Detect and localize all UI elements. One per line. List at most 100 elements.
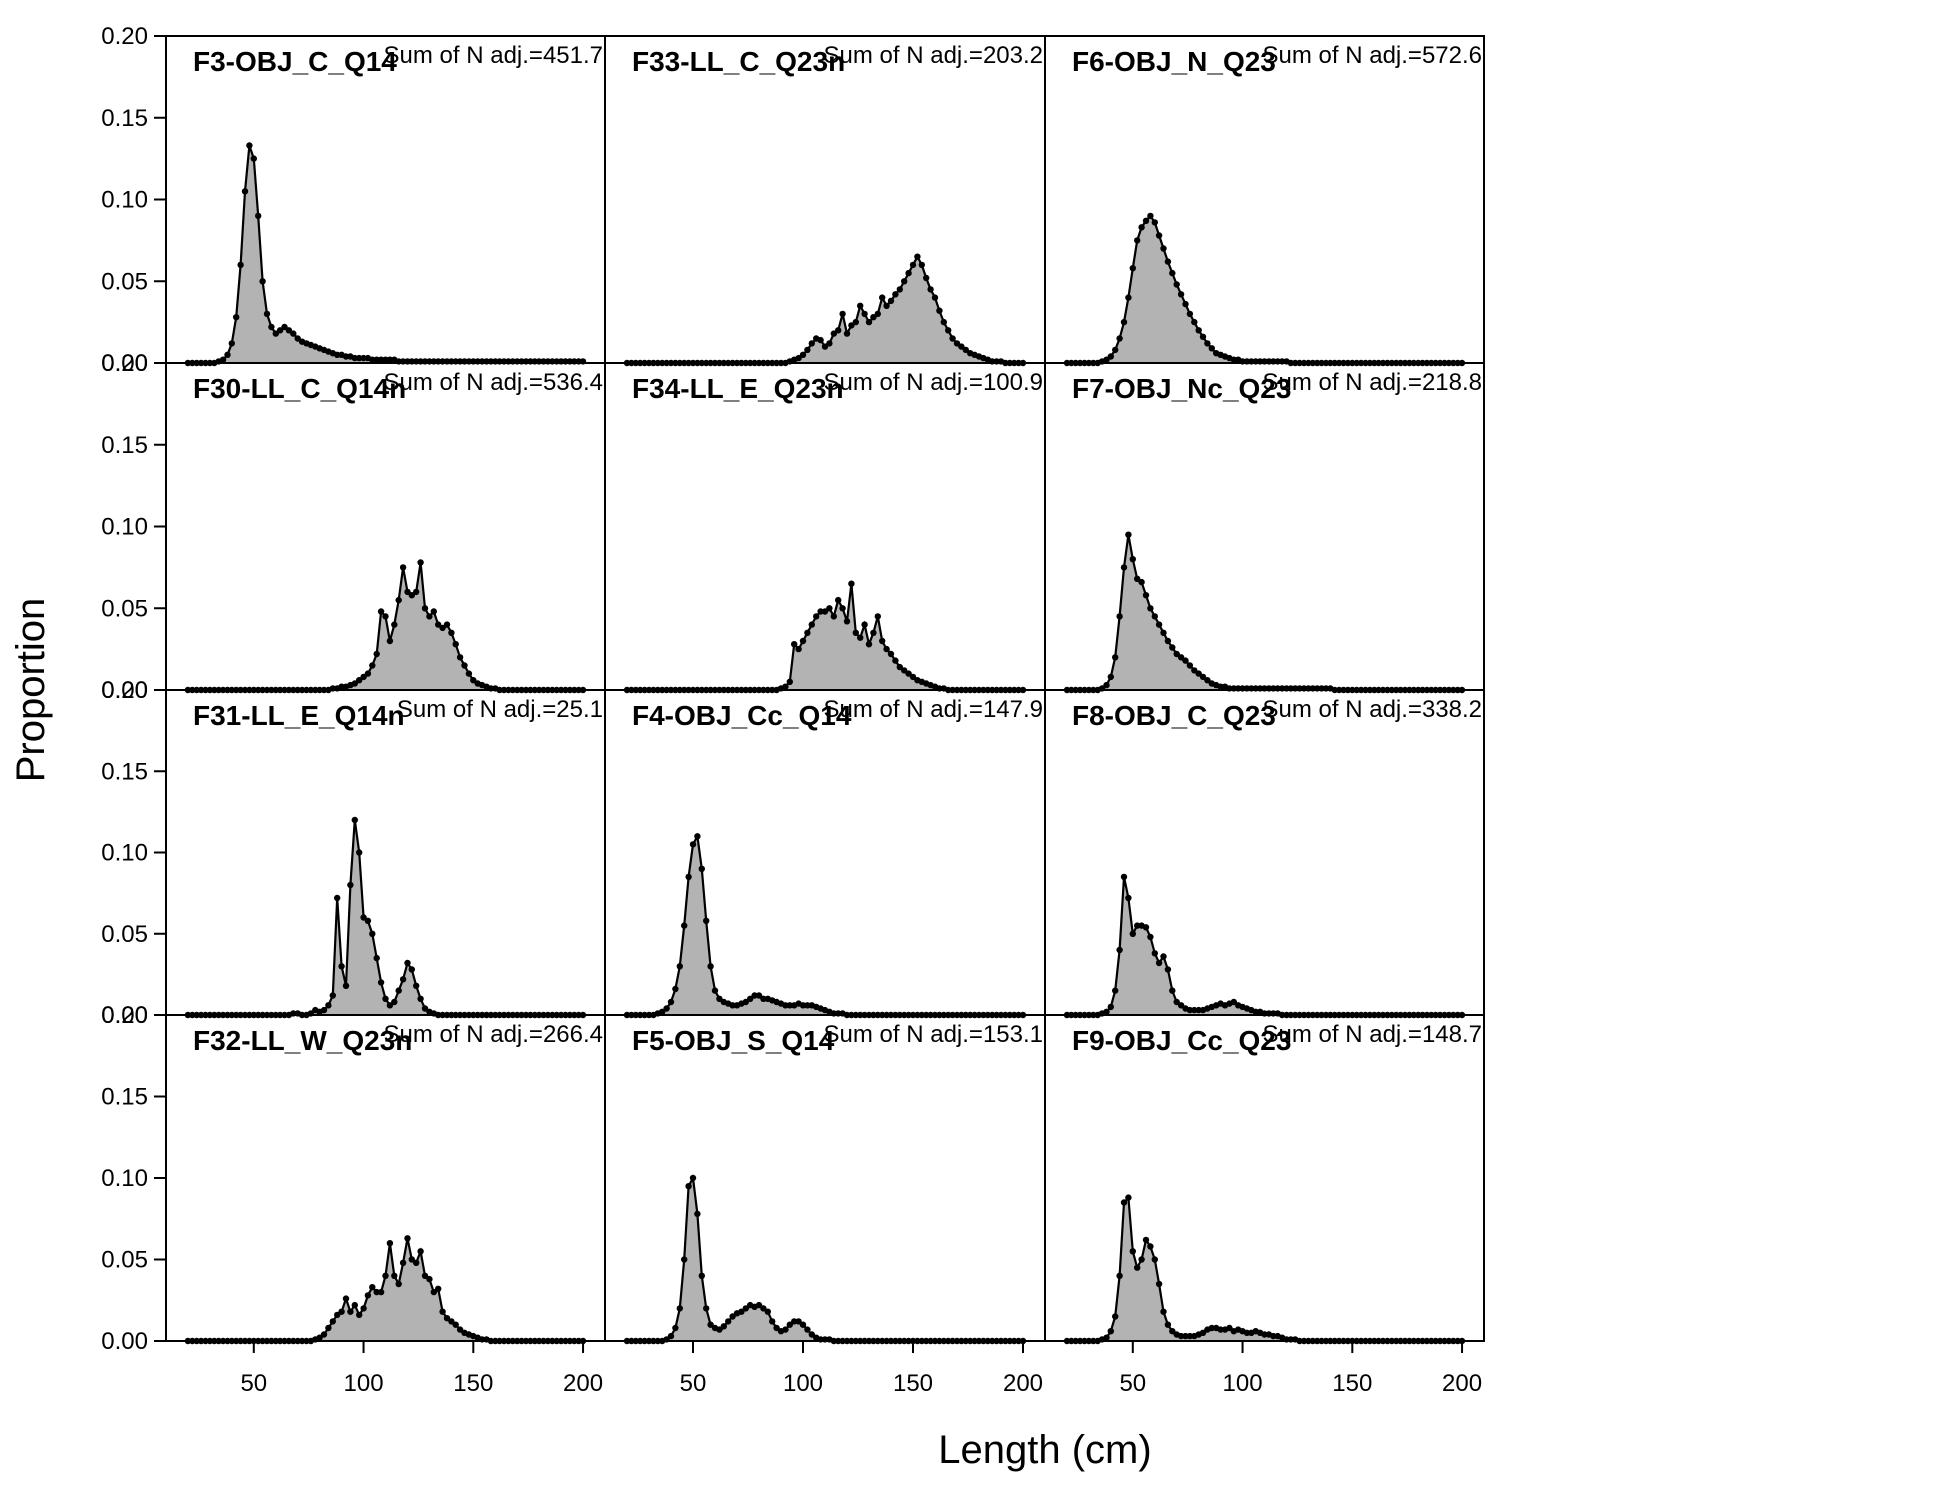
data-point: [290, 330, 297, 337]
data-point: [1129, 265, 1137, 272]
data-point: [839, 310, 846, 318]
y-tick-label: 0.05: [101, 268, 148, 295]
data-point: [408, 592, 415, 599]
data-point: [1160, 953, 1167, 960]
data-point: [703, 1305, 710, 1312]
data-point: [782, 1326, 789, 1333]
data-point: [808, 340, 815, 347]
data-point: [843, 330, 851, 337]
data-point: [874, 310, 881, 318]
data-point: [461, 662, 468, 669]
data-point: [1199, 673, 1207, 681]
data-point: [1129, 1248, 1137, 1255]
data-point: [826, 340, 833, 347]
data-point: [417, 1248, 424, 1255]
data-point: [329, 1318, 336, 1325]
data-point: [1138, 578, 1145, 586]
data-point: [1230, 998, 1238, 1006]
panel-sum-label: Sum of N adj.=338.2: [1263, 696, 1482, 723]
data-point: [1173, 650, 1180, 658]
data-point: [395, 596, 402, 604]
data-point: [764, 1308, 771, 1315]
data-point: [386, 356, 394, 363]
data-point: [694, 1210, 701, 1218]
data-point: [356, 677, 363, 684]
y-tick-label: 0.05: [101, 1247, 148, 1274]
panel-frame: [604, 1014, 1046, 1342]
data-point: [826, 605, 833, 612]
data-point: [804, 1326, 811, 1333]
data-point: [1230, 356, 1238, 363]
data-point: [1116, 335, 1123, 342]
panel-frame: [604, 35, 1046, 364]
data-point: [399, 976, 407, 983]
data-point: [1112, 1313, 1119, 1320]
data-point: [945, 327, 952, 334]
data-point: [808, 621, 815, 628]
data-point: [1116, 613, 1123, 620]
data-point: [1195, 327, 1202, 334]
data-point: [870, 629, 877, 636]
data-point: [360, 1305, 367, 1312]
data-point: [1160, 1308, 1167, 1315]
data-point: [857, 634, 864, 641]
data-point: [1142, 217, 1150, 224]
y-tick-label: 0.15: [101, 105, 148, 132]
data-point: [940, 318, 947, 326]
data-point: [1182, 657, 1189, 664]
series-area: [1066, 534, 1463, 690]
panel-sum-label: Sum of N adj.=203.2: [824, 42, 1043, 69]
data-point: [1173, 281, 1180, 288]
data-point: [698, 865, 705, 872]
y-tick-label: 0.20: [101, 23, 148, 50]
data-point: [417, 559, 424, 566]
data-point: [720, 1323, 727, 1330]
data-point: [395, 1280, 402, 1288]
data-point: [1204, 677, 1211, 684]
data-point: [1155, 232, 1163, 239]
data-point: [268, 323, 275, 331]
data-point: [892, 291, 899, 298]
data-point: [1134, 1264, 1141, 1271]
x-tick-label: 50: [240, 1370, 267, 1397]
data-point: [399, 564, 407, 571]
panel-title: F31-LL_E_Q14n: [193, 700, 405, 731]
data-point: [1252, 1008, 1259, 1015]
data-point: [848, 322, 855, 329]
data-point: [1103, 1334, 1110, 1341]
data-point: [927, 286, 934, 293]
series-area: [187, 1238, 584, 1341]
series-area: [627, 256, 1023, 363]
data-point: [821, 343, 829, 350]
data-point: [1155, 1280, 1163, 1288]
data-point: [1186, 1006, 1194, 1014]
y-tick-label: 0.20: [101, 677, 148, 704]
y-tick-label: 0.15: [101, 432, 148, 459]
data-point: [958, 343, 965, 350]
data-point: [334, 351, 341, 358]
data-point: [369, 662, 376, 669]
data-point: [835, 327, 842, 334]
data-point: [470, 677, 477, 684]
data-point: [377, 356, 385, 363]
data-point: [1120, 564, 1128, 571]
data-point: [456, 1326, 464, 1333]
data-point: [689, 1174, 697, 1182]
data-point: [1147, 1243, 1154, 1250]
data-point: [369, 930, 376, 937]
data-point: [1169, 269, 1176, 277]
panel-title: F5-OBJ_S_Q14: [632, 1025, 835, 1056]
data-point: [320, 1006, 328, 1014]
data-point: [729, 1002, 736, 1009]
data-point: [804, 629, 811, 636]
data-point: [1129, 556, 1137, 563]
data-point: [1173, 998, 1180, 1006]
data-point: [676, 963, 683, 970]
data-point: [883, 302, 890, 309]
y-tick-label: 0.00: [101, 1002, 148, 1029]
data-point: [1186, 310, 1194, 318]
